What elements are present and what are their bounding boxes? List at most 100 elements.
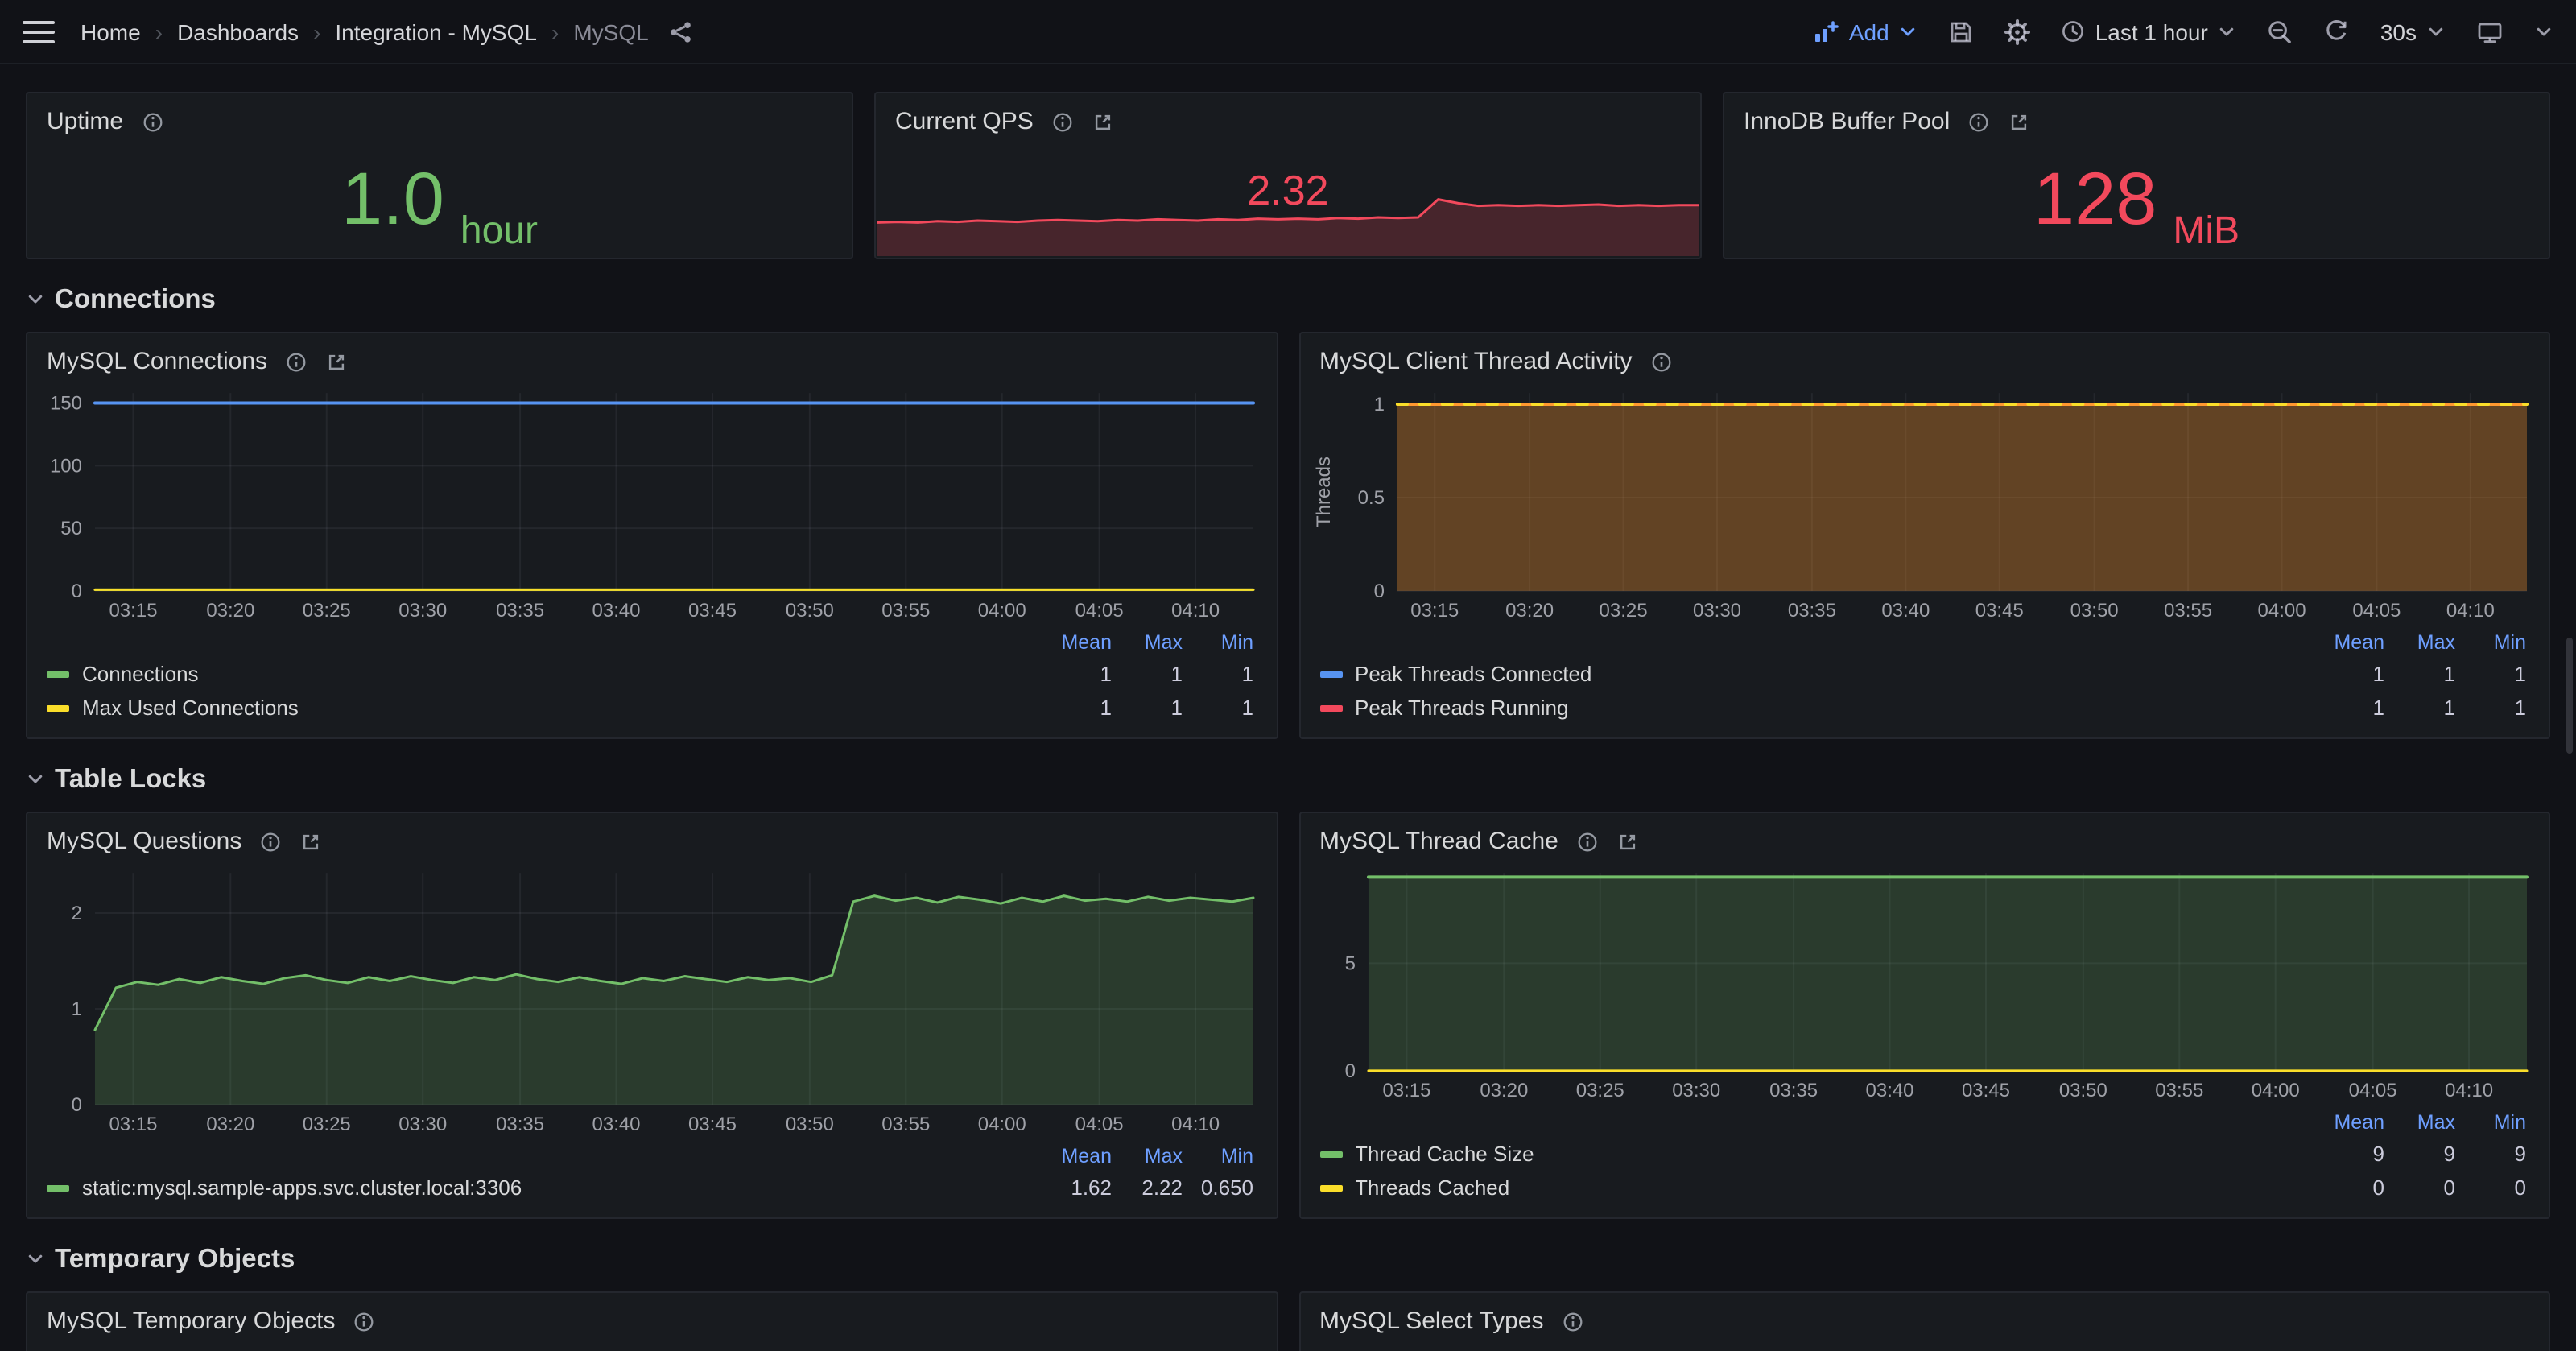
stat-row: Uptime 1.0 hour Current QPS 2.32 InnoDB …: [0, 92, 2576, 259]
info-icon[interactable]: [1967, 110, 1990, 133]
gear-icon[interactable]: [2005, 19, 2031, 44]
legend-column-mean[interactable]: Mean: [1041, 1145, 1112, 1167]
external-link-icon[interactable]: [325, 350, 348, 373]
legend-column-min[interactable]: Min: [2455, 1111, 2526, 1134]
panel-header[interactable]: MySQL Connections: [27, 333, 1276, 378]
legend-column-mean[interactable]: Mean: [2314, 631, 2384, 654]
svg-text:04:05: 04:05: [1075, 1113, 1124, 1135]
mysql-thread-cache-chart[interactable]: 0503:1503:2003:2503:3003:3503:4003:4503:…: [1310, 858, 2539, 1105]
panel-header[interactable]: MySQL Thread Cache: [1300, 813, 2549, 858]
series-swatch[interactable]: [1319, 1151, 1342, 1157]
panel-header[interactable]: Current QPS: [876, 93, 1700, 138]
svg-text:03:30: 03:30: [398, 1113, 447, 1135]
monitor-icon[interactable]: [2476, 19, 2504, 44]
panel-title[interactable]: InnoDB Buffer Pool: [1744, 108, 1950, 135]
legend-header: MeanMaxMin: [47, 628, 1253, 657]
section-table-locks[interactable]: Table Locks: [26, 762, 2550, 797]
chevron-down-icon: [1899, 22, 1918, 41]
refresh-interval-picker[interactable]: 30s: [2380, 19, 2446, 44]
info-icon[interactable]: [353, 1310, 375, 1332]
legend-column-min[interactable]: Min: [2455, 631, 2526, 654]
svg-text:04:10: 04:10: [2444, 1080, 2492, 1101]
legend-column-max[interactable]: Max: [1112, 1145, 1183, 1167]
svg-text:03:40: 03:40: [1865, 1080, 1913, 1101]
scrollbar-thumb[interactable]: [2566, 638, 2573, 754]
svg-text:03:25: 03:25: [1599, 600, 1647, 622]
series-swatch[interactable]: [1319, 704, 1342, 711]
mysql-connections-chart[interactable]: 05010015003:1503:2003:2503:3003:3503:400…: [37, 378, 1266, 625]
connections-row: MySQL Connections 05010015003:1503:2003:…: [0, 332, 2576, 739]
info-icon[interactable]: [141, 110, 163, 133]
external-link-icon[interactable]: [2008, 110, 2030, 133]
svg-text:03:15: 03:15: [1381, 1080, 1430, 1101]
panel-header[interactable]: Uptime: [27, 93, 852, 138]
panel-title[interactable]: MySQL Connections: [47, 348, 267, 375]
panel-header[interactable]: MySQL Temporary Objects: [27, 1293, 1276, 1338]
series-swatch[interactable]: [47, 704, 69, 711]
save-icon[interactable]: [1949, 19, 1975, 44]
svg-text:04:10: 04:10: [1171, 600, 1220, 622]
panel-header[interactable]: MySQL Select Types: [1300, 1293, 2549, 1338]
series-swatch[interactable]: [47, 671, 69, 677]
mysql-client-thread-activity-chart[interactable]: 00.5103:1503:2003:2503:3003:3503:4003:45…: [1310, 378, 2539, 625]
section-connections[interactable]: Connections: [26, 282, 2550, 317]
clock-icon: [2062, 19, 2086, 43]
series-swatch[interactable]: [1319, 1184, 1342, 1191]
series-swatch[interactable]: [1319, 671, 1342, 677]
section-temporary-objects[interactable]: Temporary Objects: [26, 1242, 2550, 1277]
external-link-icon[interactable]: [299, 830, 322, 853]
panel-header[interactable]: MySQL Questions: [27, 813, 1276, 858]
series-label[interactable]: Threads Cached: [1355, 1175, 2314, 1200]
external-link-icon[interactable]: [1616, 830, 1639, 853]
info-icon[interactable]: [1051, 110, 1074, 133]
refresh-icon[interactable]: [2324, 19, 2350, 44]
add-button[interactable]: Add: [1814, 19, 1918, 44]
legend-column-mean[interactable]: Mean: [1041, 631, 1112, 654]
zoom-out-icon[interactable]: [2268, 19, 2293, 44]
info-icon[interactable]: [1561, 1310, 1583, 1332]
panel-title[interactable]: Current QPS: [895, 108, 1034, 135]
series-label[interactable]: Thread Cache Size: [1355, 1142, 2314, 1166]
legend-column-min[interactable]: Min: [1183, 631, 1253, 654]
legend-column-max[interactable]: Max: [2384, 631, 2455, 654]
chevron-down-icon[interactable]: [2534, 22, 2553, 41]
info-icon[interactable]: [259, 830, 282, 853]
series-label[interactable]: Max Used Connections: [82, 696, 1041, 720]
panel-title[interactable]: MySQL Thread Cache: [1319, 828, 1558, 855]
svg-text:04:05: 04:05: [2348, 1080, 2396, 1101]
share-icon[interactable]: [668, 19, 694, 44]
breadcrumb-home[interactable]: Home: [80, 19, 141, 44]
series-label[interactable]: Peak Threads Running: [1355, 696, 2314, 720]
series-label[interactable]: Peak Threads Connected: [1355, 662, 2314, 686]
breadcrumb-dashboards[interactable]: Dashboards: [177, 19, 299, 44]
panel-title[interactable]: MySQL Questions: [47, 828, 242, 855]
svg-text:03:35: 03:35: [1787, 600, 1835, 622]
external-link-icon[interactable]: [1092, 110, 1114, 133]
panel-title[interactable]: MySQL Select Types: [1319, 1308, 1543, 1335]
legend-column-mean[interactable]: Mean: [2314, 1111, 2384, 1134]
panel-header[interactable]: MySQL Client Thread Activity: [1300, 333, 2549, 378]
breadcrumb-integration-mysql[interactable]: Integration - MySQL: [335, 19, 537, 44]
time-range-label: Last 1 hour: [2095, 19, 2208, 44]
panel-title[interactable]: MySQL Client Thread Activity: [1319, 348, 1633, 375]
panel-title[interactable]: MySQL Temporary Objects: [47, 1308, 335, 1335]
panel-title[interactable]: Uptime: [47, 108, 123, 135]
mysql-questions-chart[interactable]: 01203:1503:2003:2503:3003:3503:4003:4503…: [37, 858, 1266, 1138]
svg-text:03:45: 03:45: [1961, 1080, 2009, 1101]
time-range-picker[interactable]: Last 1 hour: [2062, 19, 2237, 44]
series-label[interactable]: static:mysql.sample-apps.svc.cluster.loc…: [82, 1175, 1041, 1200]
panel-header[interactable]: InnoDB Buffer Pool: [1724, 93, 2549, 138]
legend-column-max[interactable]: Max: [1112, 631, 1183, 654]
legend-value: 1: [2314, 662, 2384, 686]
breadcrumb: Home › Dashboards › Integration - MySQL …: [80, 19, 649, 44]
info-icon[interactable]: [1650, 350, 1673, 373]
series-label[interactable]: Connections: [82, 662, 1041, 686]
info-icon[interactable]: [285, 350, 308, 373]
legend-column-min[interactable]: Min: [1183, 1145, 1253, 1167]
legend-column-max[interactable]: Max: [2384, 1111, 2455, 1134]
legend-value: 1: [2314, 696, 2384, 720]
series-swatch[interactable]: [47, 1184, 69, 1191]
refresh-interval-label: 30s: [2380, 19, 2417, 44]
info-icon[interactable]: [1576, 830, 1599, 853]
menu-icon[interactable]: [23, 20, 55, 43]
